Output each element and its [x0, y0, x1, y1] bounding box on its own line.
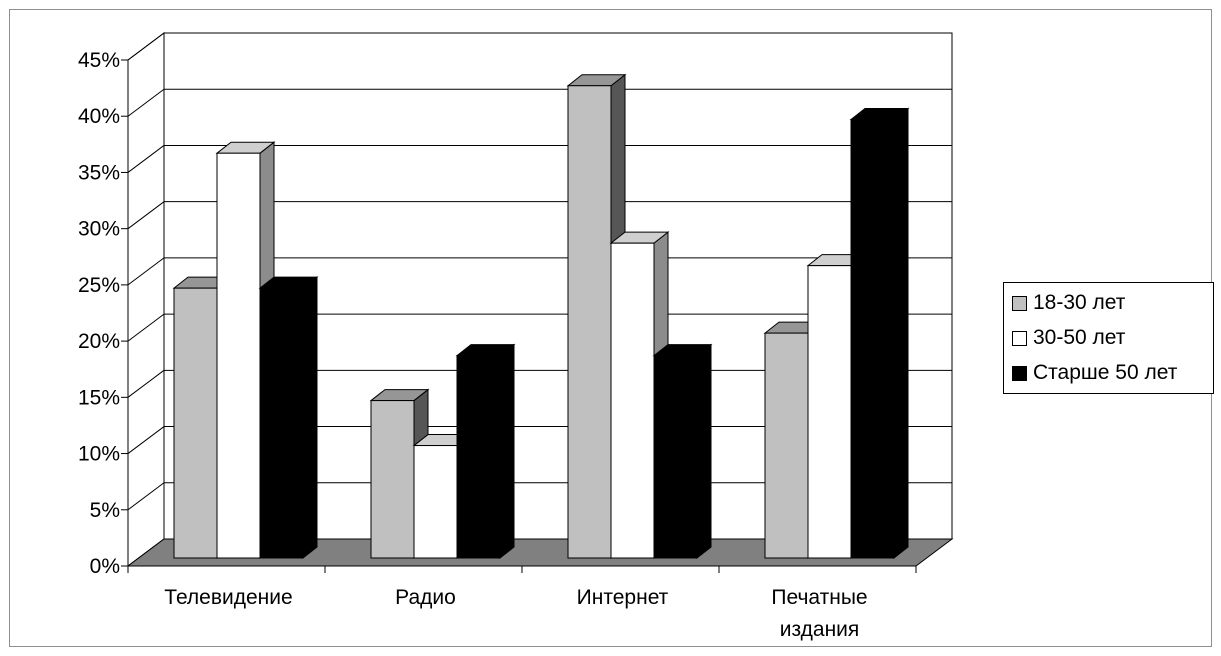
bar — [413, 445, 458, 559]
bar — [653, 355, 698, 559]
bar — [370, 400, 415, 559]
legend-swatch-30-50 — [1012, 330, 1027, 346]
y-tick-label: 15% — [78, 386, 120, 409]
bar — [216, 152, 261, 559]
bar — [807, 265, 852, 559]
side-wall — [127, 32, 165, 567]
bar — [850, 118, 895, 559]
y-tick-label: 10% — [78, 443, 120, 466]
legend-label: 30-50 лет — [1033, 326, 1126, 349]
x-tick-label: Телевидение — [164, 586, 292, 609]
gridline-depth — [127, 201, 165, 230]
legend-item-older-50: Старше 50 лет — [1012, 358, 1177, 388]
y-tick-label: 35% — [78, 161, 120, 184]
x-tick-label: издания — [780, 618, 860, 641]
bar — [456, 355, 501, 559]
gridline-depth — [127, 482, 165, 511]
legend-swatch-older-50 — [1012, 365, 1027, 381]
y-tick-label: 30% — [78, 218, 120, 241]
bar — [259, 287, 304, 559]
legend-label: 18-30 лет — [1033, 291, 1126, 314]
bar — [610, 242, 655, 559]
legend-swatch-18-30 — [1012, 295, 1027, 311]
bar — [567, 85, 612, 559]
x-tick-label: Радио — [395, 586, 456, 609]
gridline-depth — [127, 313, 165, 342]
gridline-depth — [127, 145, 165, 173]
bar-side — [302, 276, 318, 560]
gridline-depth — [127, 88, 165, 117]
y-tick-label: 25% — [78, 274, 120, 297]
x-tick-label: Печатные — [771, 586, 867, 609]
bar — [764, 332, 809, 559]
y-tick-label: 40% — [78, 105, 120, 128]
y-tick-label: 45% — [78, 49, 120, 72]
gridline-depth — [127, 32, 165, 61]
gridline-depth — [127, 257, 165, 286]
legend: 18-30 лет 30-50 лет Старше 50 лет — [1003, 282, 1214, 394]
legend-item-30-50: 30-50 лет — [1012, 323, 1125, 353]
legend-label: Старше 50 лет — [1033, 361, 1178, 384]
y-tick-label: 20% — [78, 330, 120, 353]
y-tick-label: 5% — [90, 499, 120, 522]
y-tick-label: 0% — [90, 555, 120, 578]
legend-item-18-30: 18-30 лет — [1012, 288, 1125, 318]
gridline-depth — [127, 369, 165, 398]
bar-side — [696, 343, 712, 560]
gridline-depth — [127, 426, 165, 454]
bar — [173, 287, 218, 559]
bar-side — [499, 343, 515, 560]
bar-side — [893, 107, 909, 560]
x-tick-label: Интернет — [577, 586, 669, 609]
